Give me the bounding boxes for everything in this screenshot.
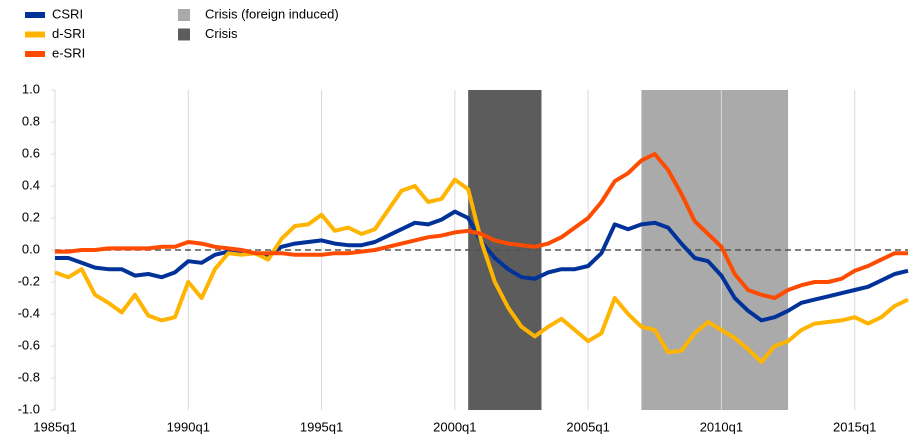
y-tick-label: -0.4 [18, 305, 40, 320]
x-tick-label: 2005q1 [566, 419, 609, 434]
y-tick-label: 0.8 [22, 113, 40, 128]
x-tick-label: 2000q1 [433, 419, 476, 434]
y-tick-label: -0.8 [18, 369, 40, 384]
y-tick-label: -1.0 [18, 401, 40, 416]
series-line [54, 177, 909, 364]
legend-label: CSRI [52, 6, 83, 21]
y-tick-label: -0.6 [18, 337, 40, 352]
x-tick-label: 2010q1 [700, 419, 743, 434]
legend-swatch [178, 28, 190, 41]
x-tick-label: 1990q1 [167, 419, 210, 434]
x-tick-label: 1985q1 [33, 419, 76, 434]
y-tick-label: -0.2 [18, 273, 40, 288]
legend-swatch [178, 9, 190, 21]
y-tick-label: 1.0 [22, 81, 40, 96]
x-tick-label: 1995q1 [300, 419, 343, 434]
legend-label: Crisis (foreign induced) [205, 6, 339, 21]
legend-label: e-SRI [52, 45, 85, 60]
y-tick-label: 0.2 [22, 209, 40, 224]
y-tick-label: 0.6 [22, 145, 40, 160]
series-line [55, 152, 908, 300]
legend-label: d-SRI [52, 26, 85, 41]
y-tick-label: 0.0 [22, 241, 40, 256]
x-tick-label: 2015q1 [833, 419, 876, 434]
legend-swatch [25, 31, 45, 38]
legend-swatch [25, 51, 45, 57]
y-tick-label: 0.4 [22, 177, 40, 192]
legend-label: Crisis [205, 26, 238, 41]
legend-swatch [25, 12, 45, 18]
